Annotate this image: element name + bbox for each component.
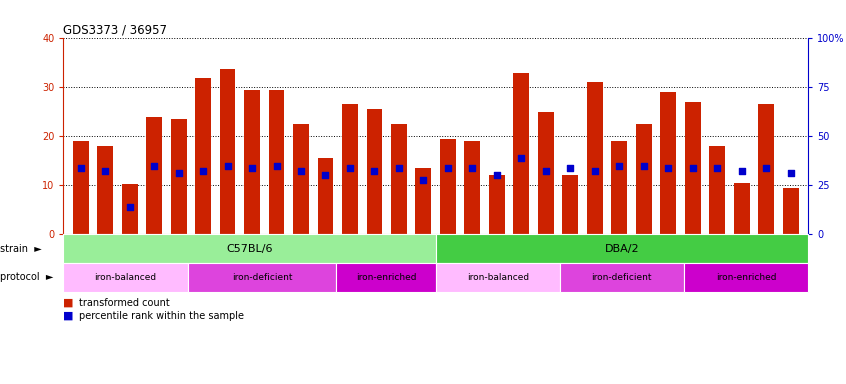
Bar <box>63 234 436 263</box>
Bar <box>188 263 337 292</box>
Bar <box>489 175 505 234</box>
Point <box>735 167 749 174</box>
Text: transformed count: transformed count <box>79 298 169 308</box>
Bar <box>220 69 235 234</box>
Point <box>539 167 552 174</box>
Point <box>294 167 308 174</box>
Point <box>343 165 357 171</box>
Text: iron-deficient: iron-deficient <box>591 273 652 282</box>
Bar <box>440 139 456 234</box>
Bar <box>538 112 554 234</box>
Text: C57BL/6: C57BL/6 <box>227 243 272 254</box>
Point <box>613 163 626 169</box>
Bar <box>758 104 774 234</box>
Bar <box>464 141 481 234</box>
Bar <box>733 183 750 234</box>
Bar <box>337 263 436 292</box>
Point <box>441 165 454 171</box>
Point <box>196 167 210 174</box>
Bar <box>97 146 113 234</box>
Point <box>588 167 602 174</box>
Bar <box>63 263 188 292</box>
Bar <box>685 102 700 234</box>
Text: iron-enriched: iron-enriched <box>716 273 776 282</box>
Bar <box>436 234 808 263</box>
Point <box>711 165 724 171</box>
Point <box>417 177 431 184</box>
Text: iron-balanced: iron-balanced <box>467 273 529 282</box>
Point <box>74 165 87 171</box>
Point <box>368 167 382 174</box>
Text: iron-balanced: iron-balanced <box>95 273 157 282</box>
Point <box>465 165 479 171</box>
Bar <box>514 73 530 234</box>
Bar <box>684 263 808 292</box>
Point <box>514 155 528 161</box>
Point <box>563 165 577 171</box>
Text: percentile rank within the sample: percentile rank within the sample <box>79 311 244 321</box>
Point <box>784 170 798 176</box>
Bar <box>73 141 89 234</box>
Point <box>147 163 161 169</box>
Bar <box>244 90 260 234</box>
Text: iron-deficient: iron-deficient <box>232 273 292 282</box>
Text: ■: ■ <box>63 311 74 321</box>
Bar <box>366 109 382 234</box>
Point <box>490 172 503 179</box>
Text: strain  ►: strain ► <box>0 243 41 254</box>
Bar <box>661 92 676 234</box>
Text: ■: ■ <box>63 298 74 308</box>
Bar <box>146 117 162 234</box>
Bar <box>560 263 684 292</box>
Bar <box>436 263 560 292</box>
Point <box>319 172 332 179</box>
Bar <box>563 175 579 234</box>
Text: iron-enriched: iron-enriched <box>356 273 416 282</box>
Bar <box>122 184 138 234</box>
Bar <box>317 158 333 234</box>
Bar <box>342 104 358 234</box>
Point <box>245 165 259 171</box>
Point <box>662 165 675 171</box>
Bar <box>391 124 407 234</box>
Bar <box>415 168 431 234</box>
Bar <box>636 124 651 234</box>
Point <box>270 163 283 169</box>
Bar <box>171 119 186 234</box>
Point <box>221 163 234 169</box>
Point <box>393 165 406 171</box>
Point <box>686 165 700 171</box>
Text: GDS3373 / 36957: GDS3373 / 36957 <box>63 23 168 36</box>
Point <box>172 170 185 176</box>
Bar <box>268 90 284 234</box>
Point <box>98 167 112 174</box>
Text: DBA/2: DBA/2 <box>605 243 639 254</box>
Point <box>637 163 651 169</box>
Bar <box>709 146 725 234</box>
Bar <box>587 83 603 234</box>
Bar <box>783 188 799 234</box>
Text: protocol  ►: protocol ► <box>0 272 53 283</box>
Point <box>760 165 773 171</box>
Bar <box>195 78 211 234</box>
Bar <box>293 124 309 234</box>
Bar <box>612 141 628 234</box>
Point <box>123 204 136 210</box>
